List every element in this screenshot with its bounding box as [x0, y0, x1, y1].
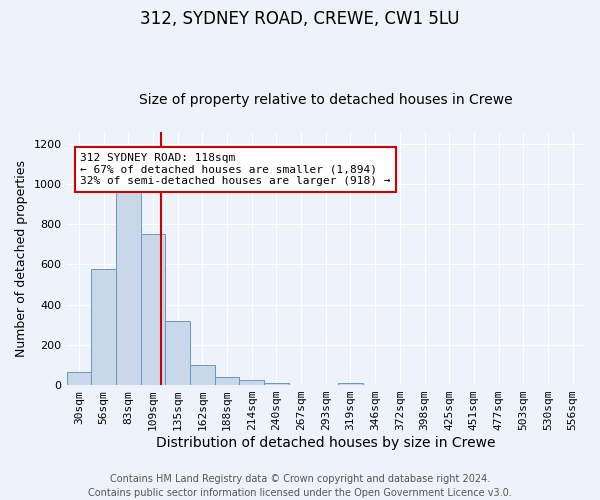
Bar [67, 372, 91, 385]
Bar [215, 378, 239, 385]
Bar [264, 383, 289, 385]
Text: 312, SYDNEY ROAD, CREWE, CW1 5LU: 312, SYDNEY ROAD, CREWE, CW1 5LU [140, 10, 460, 28]
Bar [116, 182, 140, 385]
Bar [190, 365, 215, 385]
Bar [91, 270, 116, 385]
Bar [165, 321, 190, 385]
Y-axis label: Number of detached properties: Number of detached properties [15, 160, 28, 357]
Text: 312 SYDNEY ROAD: 118sqm
← 67% of detached houses are smaller (1,894)
32% of semi: 312 SYDNEY ROAD: 118sqm ← 67% of detache… [80, 153, 391, 186]
Bar [239, 380, 264, 385]
X-axis label: Distribution of detached houses by size in Crewe: Distribution of detached houses by size … [156, 436, 496, 450]
Bar [140, 234, 165, 385]
Text: Contains HM Land Registry data © Crown copyright and database right 2024.
Contai: Contains HM Land Registry data © Crown c… [88, 474, 512, 498]
Title: Size of property relative to detached houses in Crewe: Size of property relative to detached ho… [139, 93, 512, 107]
Bar [338, 383, 363, 385]
